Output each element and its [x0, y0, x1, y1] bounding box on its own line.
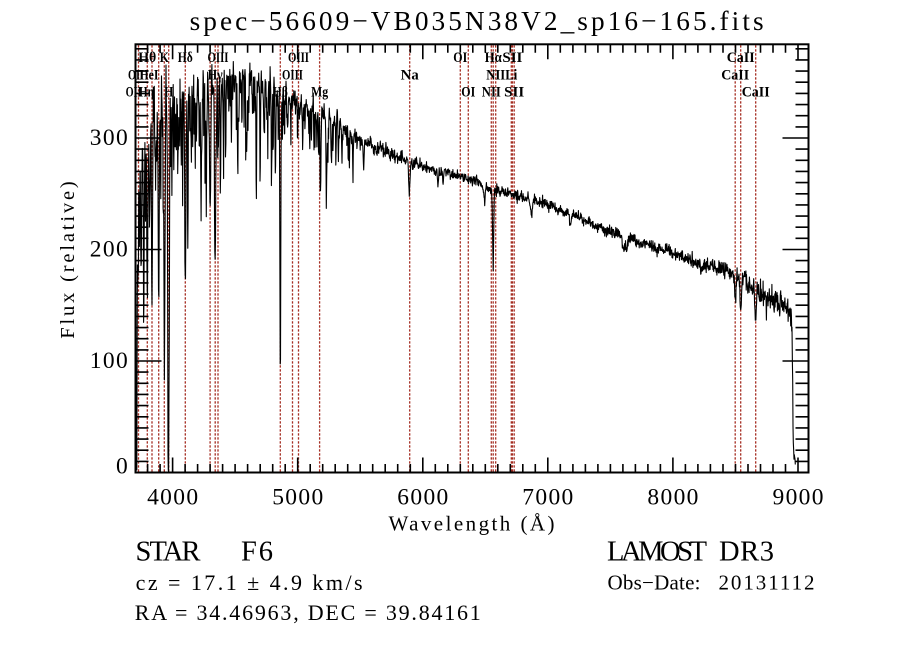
svg-text:Mg: Mg: [311, 85, 329, 101]
svg-text:OI: OI: [453, 50, 467, 66]
svg-text:NII: NII: [482, 85, 501, 101]
svg-text:CaII: CaII: [742, 85, 770, 101]
svg-text:Li: Li: [505, 68, 517, 84]
svg-text:OI: OI: [461, 85, 475, 101]
svg-text:OIII: OIII: [288, 50, 309, 66]
svg-text:7000: 7000: [522, 485, 573, 511]
svg-text:OIII: OIII: [208, 50, 229, 66]
svg-text:HeI: HeI: [140, 68, 159, 84]
svg-text:Wavelength (Å): Wavelength (Å): [389, 512, 555, 536]
svg-text:200: 200: [90, 237, 128, 263]
svg-text:Hδ: Hδ: [178, 50, 193, 66]
svg-text:LAMOST: LAMOST: [607, 537, 707, 568]
svg-text:100: 100: [90, 348, 128, 374]
svg-text:RA = 34.46963, DEC = 39.8416: RA = 34.46963, DEC = 39.84161: [135, 600, 481, 625]
svg-text:STAR: STAR: [136, 537, 201, 568]
svg-text:OII: OII: [128, 68, 144, 84]
svg-text:OIII: OIII: [282, 68, 303, 84]
svg-text:6000: 6000: [397, 485, 448, 511]
svg-text:CaII: CaII: [727, 50, 755, 66]
svg-text:SII: SII: [504, 85, 524, 101]
svg-text:Hθ: Hθ: [138, 50, 156, 66]
svg-text:NII: NII: [486, 68, 505, 84]
svg-text:0: 0: [116, 454, 128, 480]
svg-text:Hη: Hη: [139, 85, 154, 101]
svg-text:Hγ: Hγ: [208, 68, 223, 84]
svg-text:OII: OII: [126, 85, 142, 101]
svg-text:spec−56609−VB035N38V2_sp16−165: spec−56609−VB035N38V2_sp16−165.fits: [190, 6, 764, 36]
svg-text:Hα: Hα: [485, 50, 502, 66]
svg-text:8000: 8000: [647, 485, 698, 511]
svg-text:Na: Na: [401, 68, 420, 84]
svg-text:H: H: [164, 85, 174, 101]
svg-text:DR3: DR3: [719, 537, 774, 568]
svg-text:9000: 9000: [773, 485, 824, 511]
svg-text:300: 300: [90, 125, 128, 151]
svg-text:SII: SII: [502, 50, 522, 66]
svg-text:cz = 17.1 ± 4.9 km/s: cz = 17.1 ± 4.9 km/s: [136, 570, 363, 595]
svg-text:Obs−Date:: Obs−Date:: [608, 570, 701, 594]
svg-text:Flux (relative): Flux (relative): [57, 181, 79, 339]
svg-text:5000: 5000: [272, 485, 323, 511]
svg-text:CaII: CaII: [721, 68, 749, 84]
svg-text:K: K: [160, 50, 170, 66]
svg-text:4000: 4000: [147, 485, 198, 511]
svg-text:Hβ: Hβ: [273, 85, 288, 101]
